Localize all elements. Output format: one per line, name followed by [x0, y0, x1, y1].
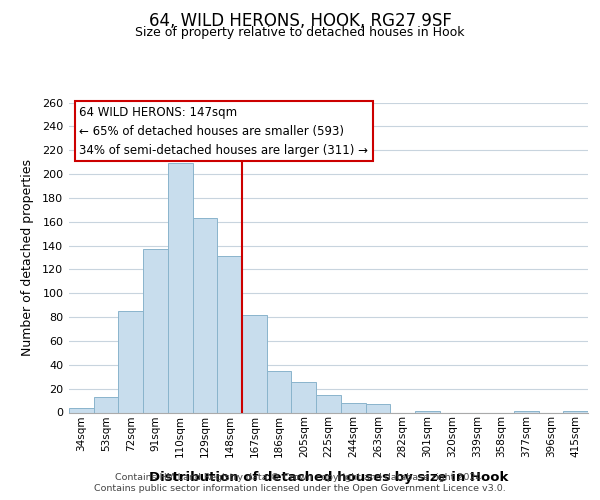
Bar [292, 382, 316, 412]
Text: 64, WILD HERONS, HOOK, RG27 9SF: 64, WILD HERONS, HOOK, RG27 9SF [149, 12, 451, 30]
Bar [316, 394, 341, 412]
Bar [341, 403, 365, 412]
Bar [118, 311, 143, 412]
Text: 64 WILD HERONS: 147sqm
← 65% of detached houses are smaller (593)
34% of semi-de: 64 WILD HERONS: 147sqm ← 65% of detached… [79, 106, 368, 156]
Bar [193, 218, 217, 412]
Text: Size of property relative to detached houses in Hook: Size of property relative to detached ho… [135, 26, 465, 39]
Text: Contains public sector information licensed under the Open Government Licence v3: Contains public sector information licen… [94, 484, 506, 493]
X-axis label: Distribution of detached houses by size in Hook: Distribution of detached houses by size … [149, 472, 508, 484]
Bar [267, 371, 292, 412]
Text: Contains HM Land Registry data © Crown copyright and database right 2024.: Contains HM Land Registry data © Crown c… [115, 472, 485, 482]
Bar [365, 404, 390, 412]
Bar [217, 256, 242, 412]
Bar [168, 164, 193, 412]
Y-axis label: Number of detached properties: Number of detached properties [21, 159, 34, 356]
Bar [69, 408, 94, 412]
Bar [242, 314, 267, 412]
Bar [94, 397, 118, 412]
Bar [143, 249, 168, 412]
